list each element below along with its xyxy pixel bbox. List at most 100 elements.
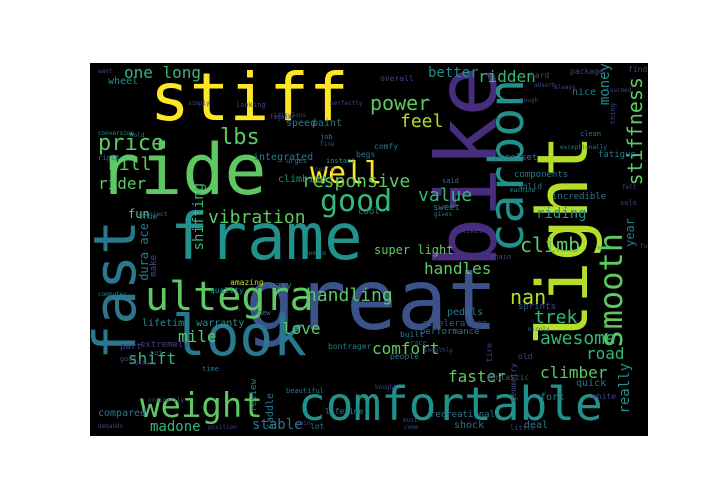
- word-must: must: [403, 417, 418, 424]
- word-feel: feel: [400, 111, 444, 132]
- word-really: really: [617, 363, 633, 414]
- word-nice: nice: [572, 87, 597, 98]
- word-better: better: [428, 65, 479, 81]
- word-likes: likes: [462, 227, 484, 235]
- word-tire: tire: [485, 343, 494, 363]
- word-touched: touched: [606, 87, 632, 94]
- word-begs: begs: [356, 150, 376, 159]
- word-felt: felt: [622, 184, 637, 191]
- word-clean: clean: [580, 130, 602, 138]
- word-new: new: [258, 309, 271, 317]
- word-value: value: [418, 185, 473, 206]
- word-want: want: [98, 68, 113, 75]
- word-stable: stable: [252, 417, 303, 433]
- word-fatigue: fatigue: [598, 150, 636, 160]
- word-performance: performance: [420, 327, 480, 337]
- word-solid: solid: [518, 182, 543, 191]
- word-demands: demands: [98, 423, 124, 430]
- word-road: road: [586, 344, 625, 363]
- word-rigid: rigid: [98, 154, 120, 162]
- word-speed: speed: [286, 118, 317, 129]
- word-comfort: comfort: [372, 339, 440, 358]
- word-ridden: ridden: [478, 67, 536, 86]
- word-climbing: climbing: [278, 174, 327, 185]
- word-recreational: recreational: [430, 410, 496, 420]
- word-awesome: awesome: [540, 328, 616, 349]
- word-computer: computer: [98, 291, 127, 298]
- word-cool: cool: [358, 207, 380, 217]
- word-part: part: [120, 342, 142, 352]
- word-look: look: [172, 304, 307, 369]
- word-find: find: [628, 65, 648, 74]
- word-handling: handling: [306, 285, 393, 306]
- word-components: components: [514, 170, 569, 180]
- word-looking: looking: [236, 101, 266, 109]
- word-comfortable: comfortable: [298, 377, 603, 431]
- word-weight: weight: [140, 386, 263, 426]
- word-goes: goes: [120, 355, 137, 363]
- word-one-long: one long: [124, 63, 202, 82]
- word-fast: fast: [90, 220, 149, 360]
- word-pedals: pedals: [447, 307, 484, 318]
- word-ride: ride: [98, 129, 267, 211]
- word-comfy: comfy: [374, 142, 399, 151]
- word-instant: instant: [326, 157, 356, 165]
- word-power: power: [370, 91, 431, 115]
- word-bontrager: bontrager: [328, 342, 372, 351]
- word-review: review: [249, 379, 259, 412]
- word-shock: shock: [454, 420, 485, 431]
- word-little: little: [510, 424, 536, 432]
- word-absorb: absorb: [534, 82, 556, 89]
- word-race: race: [410, 339, 427, 347]
- word-overall: overall: [380, 74, 414, 83]
- word-faster: faster: [448, 367, 506, 386]
- word-paint: paint: [312, 118, 343, 129]
- word-shifting: shifting: [191, 183, 207, 251]
- word-hard: hard: [530, 71, 550, 80]
- word-position: position: [208, 424, 237, 431]
- word-bought: bought: [375, 384, 397, 391]
- word-fork: fork: [540, 392, 565, 403]
- word-conversion: conversion: [98, 130, 135, 137]
- word-climb: climb: [520, 233, 581, 257]
- word-chain: chain: [490, 253, 512, 261]
- word-price: price: [98, 131, 165, 156]
- word-well: well: [310, 156, 383, 191]
- word-vibration: vibration: [208, 207, 306, 228]
- word-lifetime: lifetime: [325, 407, 364, 416]
- word-four: four: [640, 243, 648, 250]
- word-months: months: [305, 250, 327, 257]
- word-responsive: responsive: [302, 171, 411, 192]
- word-regular: regular: [270, 114, 296, 121]
- word-nan: nan: [510, 285, 547, 309]
- word-super-light: super light: [374, 243, 454, 257]
- word-fine: fine: [320, 141, 335, 148]
- word-white: white: [592, 392, 617, 401]
- word-urges: urges: [286, 157, 308, 165]
- word-gives: gives: [434, 211, 453, 218]
- word-always: always: [554, 84, 576, 91]
- word-tough: tough: [520, 97, 539, 104]
- word-make: make: [149, 255, 159, 277]
- word-easy: easy: [270, 281, 292, 291]
- word-others: others: [135, 360, 157, 367]
- word-built: built: [400, 330, 425, 339]
- word-said: said: [442, 177, 459, 185]
- word-shift: shift: [128, 349, 177, 368]
- word-deal: deal: [524, 420, 549, 431]
- word-riding: riding: [536, 206, 587, 222]
- word-madone: madone: [150, 419, 201, 435]
- word-integrated: integrated: [253, 152, 314, 163]
- word-hold: hold: [130, 132, 145, 139]
- word-sweet: sweet: [433, 203, 461, 213]
- word-hill: hill: [108, 154, 152, 175]
- word-climber: climber: [540, 363, 608, 382]
- word-handles: handles: [424, 259, 492, 278]
- word-solo: solo: [620, 199, 637, 207]
- word-machine: machine: [510, 187, 536, 194]
- word-smoothly: smoothly: [424, 347, 453, 354]
- word-saddle: saddle: [265, 393, 276, 430]
- word-geometry: geometry: [509, 363, 518, 402]
- word-true: true: [138, 212, 158, 221]
- word-ultegra: ultegra: [145, 274, 314, 320]
